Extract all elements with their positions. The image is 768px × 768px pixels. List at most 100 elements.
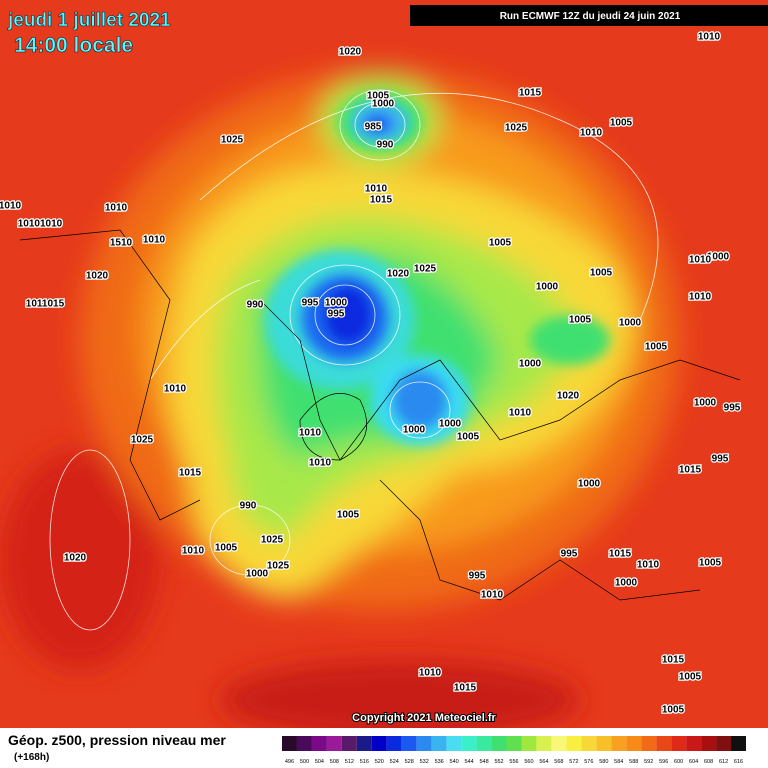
scale-swatch [416,736,432,751]
scale-swatch [371,736,387,751]
scale-swatch [656,736,672,751]
scale-label: 564 [539,759,548,765]
isobar-label: 1015 [679,465,702,476]
isobar-label: 1000 [694,398,717,409]
copyright: Copyright 2021 Meteociel.fr [352,712,496,724]
scale-swatch [491,736,507,751]
scale-swatch [386,736,402,751]
scale-label: 584 [614,759,623,765]
scale-label: 532 [420,759,429,765]
isobar-label: 1005 [489,238,512,249]
isobar-label: 990 [240,501,257,512]
forecast-date: jeudi 1 juillet 2021 [7,10,171,31]
scale-label: 556 [509,759,518,765]
scale-swatch [716,736,732,751]
scale-swatch [641,736,657,751]
isobar-label: 1000 [519,359,542,370]
isobar-label: 990 [247,300,264,311]
scale-label: 560 [524,759,533,765]
scale-label: 544 [465,759,474,765]
isobar-label: 995 [724,403,741,414]
isobar-label: 1000 [578,479,601,490]
isobar-label: 1025 [261,535,284,546]
scale-swatch [701,736,717,751]
scale-label: 576 [584,759,593,765]
isobar-label: 1010 [698,32,721,43]
scale-swatch [476,736,492,751]
isobar-label: 995 [302,298,319,309]
scale-swatch [356,736,372,751]
footer-title: Géop. z500, pression niveau mer [8,732,226,748]
scale-label: 500 [300,759,309,765]
scale-label: 608 [704,759,713,765]
scale-swatch [671,736,687,751]
scale-swatch [431,736,447,751]
scale-swatch [566,736,582,751]
scale-label: 512 [345,759,354,765]
isobar-label: 1005 [662,705,685,716]
scale-label: 520 [375,759,384,765]
run-info: Run ECMWF 12Z du jeudi 24 juin 2021 [500,11,681,22]
scale-label: 528 [405,759,414,765]
scale-label: 540 [450,759,459,765]
scale-swatch [551,736,567,751]
isobar-label: 1010 [105,203,128,214]
isobar-label: 995 [712,454,729,465]
scale-swatch [446,736,462,751]
isobar-label: 1000 [403,425,426,436]
isobar-label: 1015 [454,683,477,694]
isobar-label: 1000 [536,282,559,293]
isobar-label: 1010 [299,428,322,439]
scale-swatch [326,736,342,751]
scale-label: 592 [644,759,653,765]
scale-label: 616 [734,759,743,765]
scale-label: 548 [479,759,488,765]
isobar-label: 1020 [86,271,109,282]
isobar-label: 985 [365,122,382,133]
isobar-label: 1000 [325,298,348,309]
scale-label: 580 [599,759,608,765]
scale-swatch [611,736,627,751]
isobar-label: 1025 [267,561,290,572]
scale-swatch [536,736,552,751]
scale-label: 516 [360,759,369,765]
isobar-label: 1010 [689,255,712,266]
isobar-label: 990 [377,140,394,151]
color-scale: 496 500 504 508 512 516 520 524 528 532 536 540 544 5… [282,736,746,765]
isobar-label: 1010 [365,184,388,195]
isobar-label: 1015 [179,468,202,479]
field [0,0,768,740]
scale-label: 612 [719,759,728,765]
isobar-label: 995 [328,309,345,320]
isobar-label: 1005 [215,543,238,554]
scale-swatch [581,736,597,751]
isobar-label: 1005 [569,315,592,326]
scale-swatch [401,736,417,751]
isobar-label: 1025 [505,123,528,134]
isobar-label: 1010 [481,590,504,601]
scale-label: 572 [569,759,578,765]
isobar-label: 1000 [246,569,269,580]
scale-label: 588 [629,759,638,765]
scale-label: 552 [494,759,503,765]
run-banner [410,5,768,26]
isobar-label: 995 [561,549,578,560]
isobar-label: 1010 [509,408,532,419]
isobar-label: 1011015 [26,299,65,310]
isobar-label: 10101010 [18,219,63,230]
scale-swatch [731,736,746,751]
scale-label: 596 [659,759,668,765]
isobar-label: 1510 [110,238,133,249]
isobar-label: 1005 [645,342,668,353]
scale-swatch [296,736,312,751]
forecast-time: 14:00 locale [14,34,133,57]
isobar-label: 995 [469,571,486,582]
isobar-label: 1010 [0,201,22,212]
isobar-label: 1025 [221,135,244,146]
isobar-label: 1000 [439,419,462,430]
isobar-label: 1025 [131,435,154,446]
scale-label: 604 [689,759,698,765]
isobar-label: 1010 [309,458,332,469]
scale-swatch [461,736,477,751]
scale-label: 496 [285,759,294,765]
